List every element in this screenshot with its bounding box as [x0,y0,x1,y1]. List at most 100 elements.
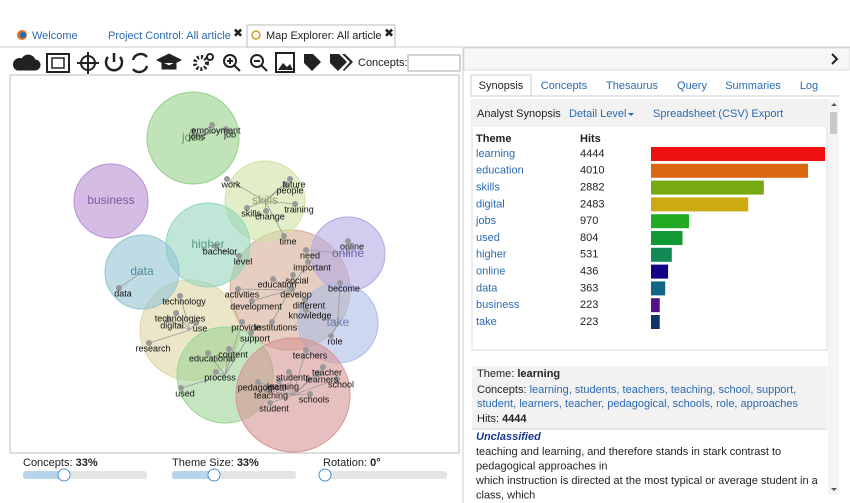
theme-label[interactable]: skills [252,193,278,207]
concept-label[interactable]: teacher [312,367,342,377]
theme-label[interactable]: data [130,264,154,278]
concept-label[interactable]: training [284,204,314,214]
concept-label[interactable]: important [293,262,331,272]
theme-label[interactable]: online [332,246,364,260]
tab-close[interactable]: ✖ [384,26,394,40]
concept-label[interactable]: technology [162,296,206,306]
concept-label[interactable]: institutions [255,322,298,332]
concept-label[interactable]: social [285,275,308,285]
concept-label[interactable]: need [300,250,320,260]
concept-label[interactable]: job [223,129,236,139]
slider-knob[interactable] [318,468,332,482]
concept-label[interactable]: technologies [155,313,206,323]
panel-tab[interactable]: Summaries [725,80,781,92]
concept-label[interactable]: learners [306,374,339,384]
concept-label[interactable]: time [279,236,296,246]
theme-label[interactable]: higher [191,237,224,251]
icon-gears[interactable] [193,55,209,71]
concept-label[interactable]: student [259,403,289,413]
icon-zoom-out[interactable] [250,54,264,68]
scroll-thumb[interactable] [830,112,837,134]
theme-link[interactable]: used [476,232,500,244]
theme-bubble[interactable] [73,163,149,239]
slider-knob[interactable] [57,468,71,482]
concepts-input[interactable] [407,54,461,72]
concept-label[interactable]: future [282,179,305,189]
concept-label[interactable]: work [220,179,241,189]
concept-label[interactable]: provide [231,322,261,332]
concept-label[interactable]: develop [280,289,312,299]
slider-track[interactable] [323,471,447,479]
concept-label[interactable]: educational [189,353,235,363]
concept-label[interactable]: activities [225,289,260,299]
theme-link[interactable]: business [476,299,520,311]
concept-label[interactable]: learning [267,381,299,391]
icon-refresh[interactable] [131,52,149,74]
theme-label[interactable]: take [327,315,350,329]
details-concepts-cont[interactable]: student, learners, teacher, pedagogical,… [477,398,799,410]
concept-label[interactable]: employment [191,125,241,135]
icon-tag[interactable] [304,54,321,71]
concept-label[interactable]: content [218,349,248,359]
tab[interactable]: Project Control: All article [108,30,231,42]
icon-tags[interactable] [330,54,353,71]
csv-export[interactable]: Spreadsheet (CSV) Export [653,108,783,120]
concept-label[interactable]: jobs [188,131,206,141]
concept-label[interactable]: students [276,372,311,382]
concept-label[interactable]: different [293,300,326,310]
collapse-arrow[interactable] [831,53,839,65]
concept-label[interactable]: level [234,256,253,266]
active-panel-tab[interactable] [470,74,532,97]
concept-label[interactable]: digital [160,320,184,330]
panel-tab[interactable]: Log [800,80,818,92]
active-tab[interactable] [246,24,396,48]
panel-tab[interactable]: Synopsis [479,80,524,92]
concept-label[interactable]: bachelor [203,246,238,256]
tab[interactable]: Map Explorer: All article [266,30,382,42]
concept-label[interactable]: online [340,241,364,251]
concept-label[interactable]: research [135,343,170,353]
theme-link[interactable]: learning [476,148,515,160]
tab-close[interactable]: ✖ [233,26,243,40]
concept-label[interactable]: process [204,372,236,382]
concept-label[interactable]: use [193,323,208,333]
icon-zoom-in[interactable] [223,54,237,68]
concept-label[interactable]: knowledge [288,310,331,320]
icon-frame[interactable] [46,53,70,73]
theme-link[interactable]: education [476,165,524,177]
concept-label[interactable]: support [240,333,271,343]
theme-link[interactable]: data [476,282,498,294]
concept-label[interactable]: data [114,288,132,298]
concept-label[interactable]: schools [299,394,330,404]
concept-label[interactable]: used [175,388,195,398]
concept-label[interactable]: pedagogical [238,382,287,392]
value[interactable]: learning, students, teachers, teaching, … [530,384,797,396]
concept-label[interactable]: teaching [254,390,288,400]
theme-link[interactable]: skills [476,182,500,194]
concept-label[interactable]: role [327,336,342,346]
concept-label[interactable]: change [255,211,285,221]
tab[interactable]: Welcome [32,30,78,42]
slider-knob[interactable] [207,468,221,482]
theme-label[interactable]: jobs [181,130,204,144]
icon-power[interactable] [104,56,124,72]
concept-label[interactable]: become [328,283,360,293]
concept-label[interactable]: development [230,301,282,311]
theme-link[interactable]: online [476,266,505,278]
theme-link[interactable]: take [476,316,497,328]
icon-cloud[interactable] [12,54,41,71]
panel-tab[interactable]: Concepts [541,80,588,92]
theme-link[interactable]: higher [476,249,507,261]
icon-image[interactable] [275,52,295,73]
theme-link[interactable]: jobs [475,215,497,227]
icon-cap[interactable] [155,53,183,70]
concept-label[interactable]: people [276,185,303,195]
panel-tab[interactable]: Query [677,80,707,92]
concept-label[interactable]: skills [241,208,261,218]
theme-label[interactable]: business [87,193,134,207]
detail-level[interactable]: Detail Level [569,108,626,120]
concept-label[interactable]: school [328,379,354,389]
concept-label[interactable]: education [257,279,296,289]
panel-tab[interactable]: Thesaurus [606,80,658,92]
theme-link[interactable]: digital [476,198,505,210]
